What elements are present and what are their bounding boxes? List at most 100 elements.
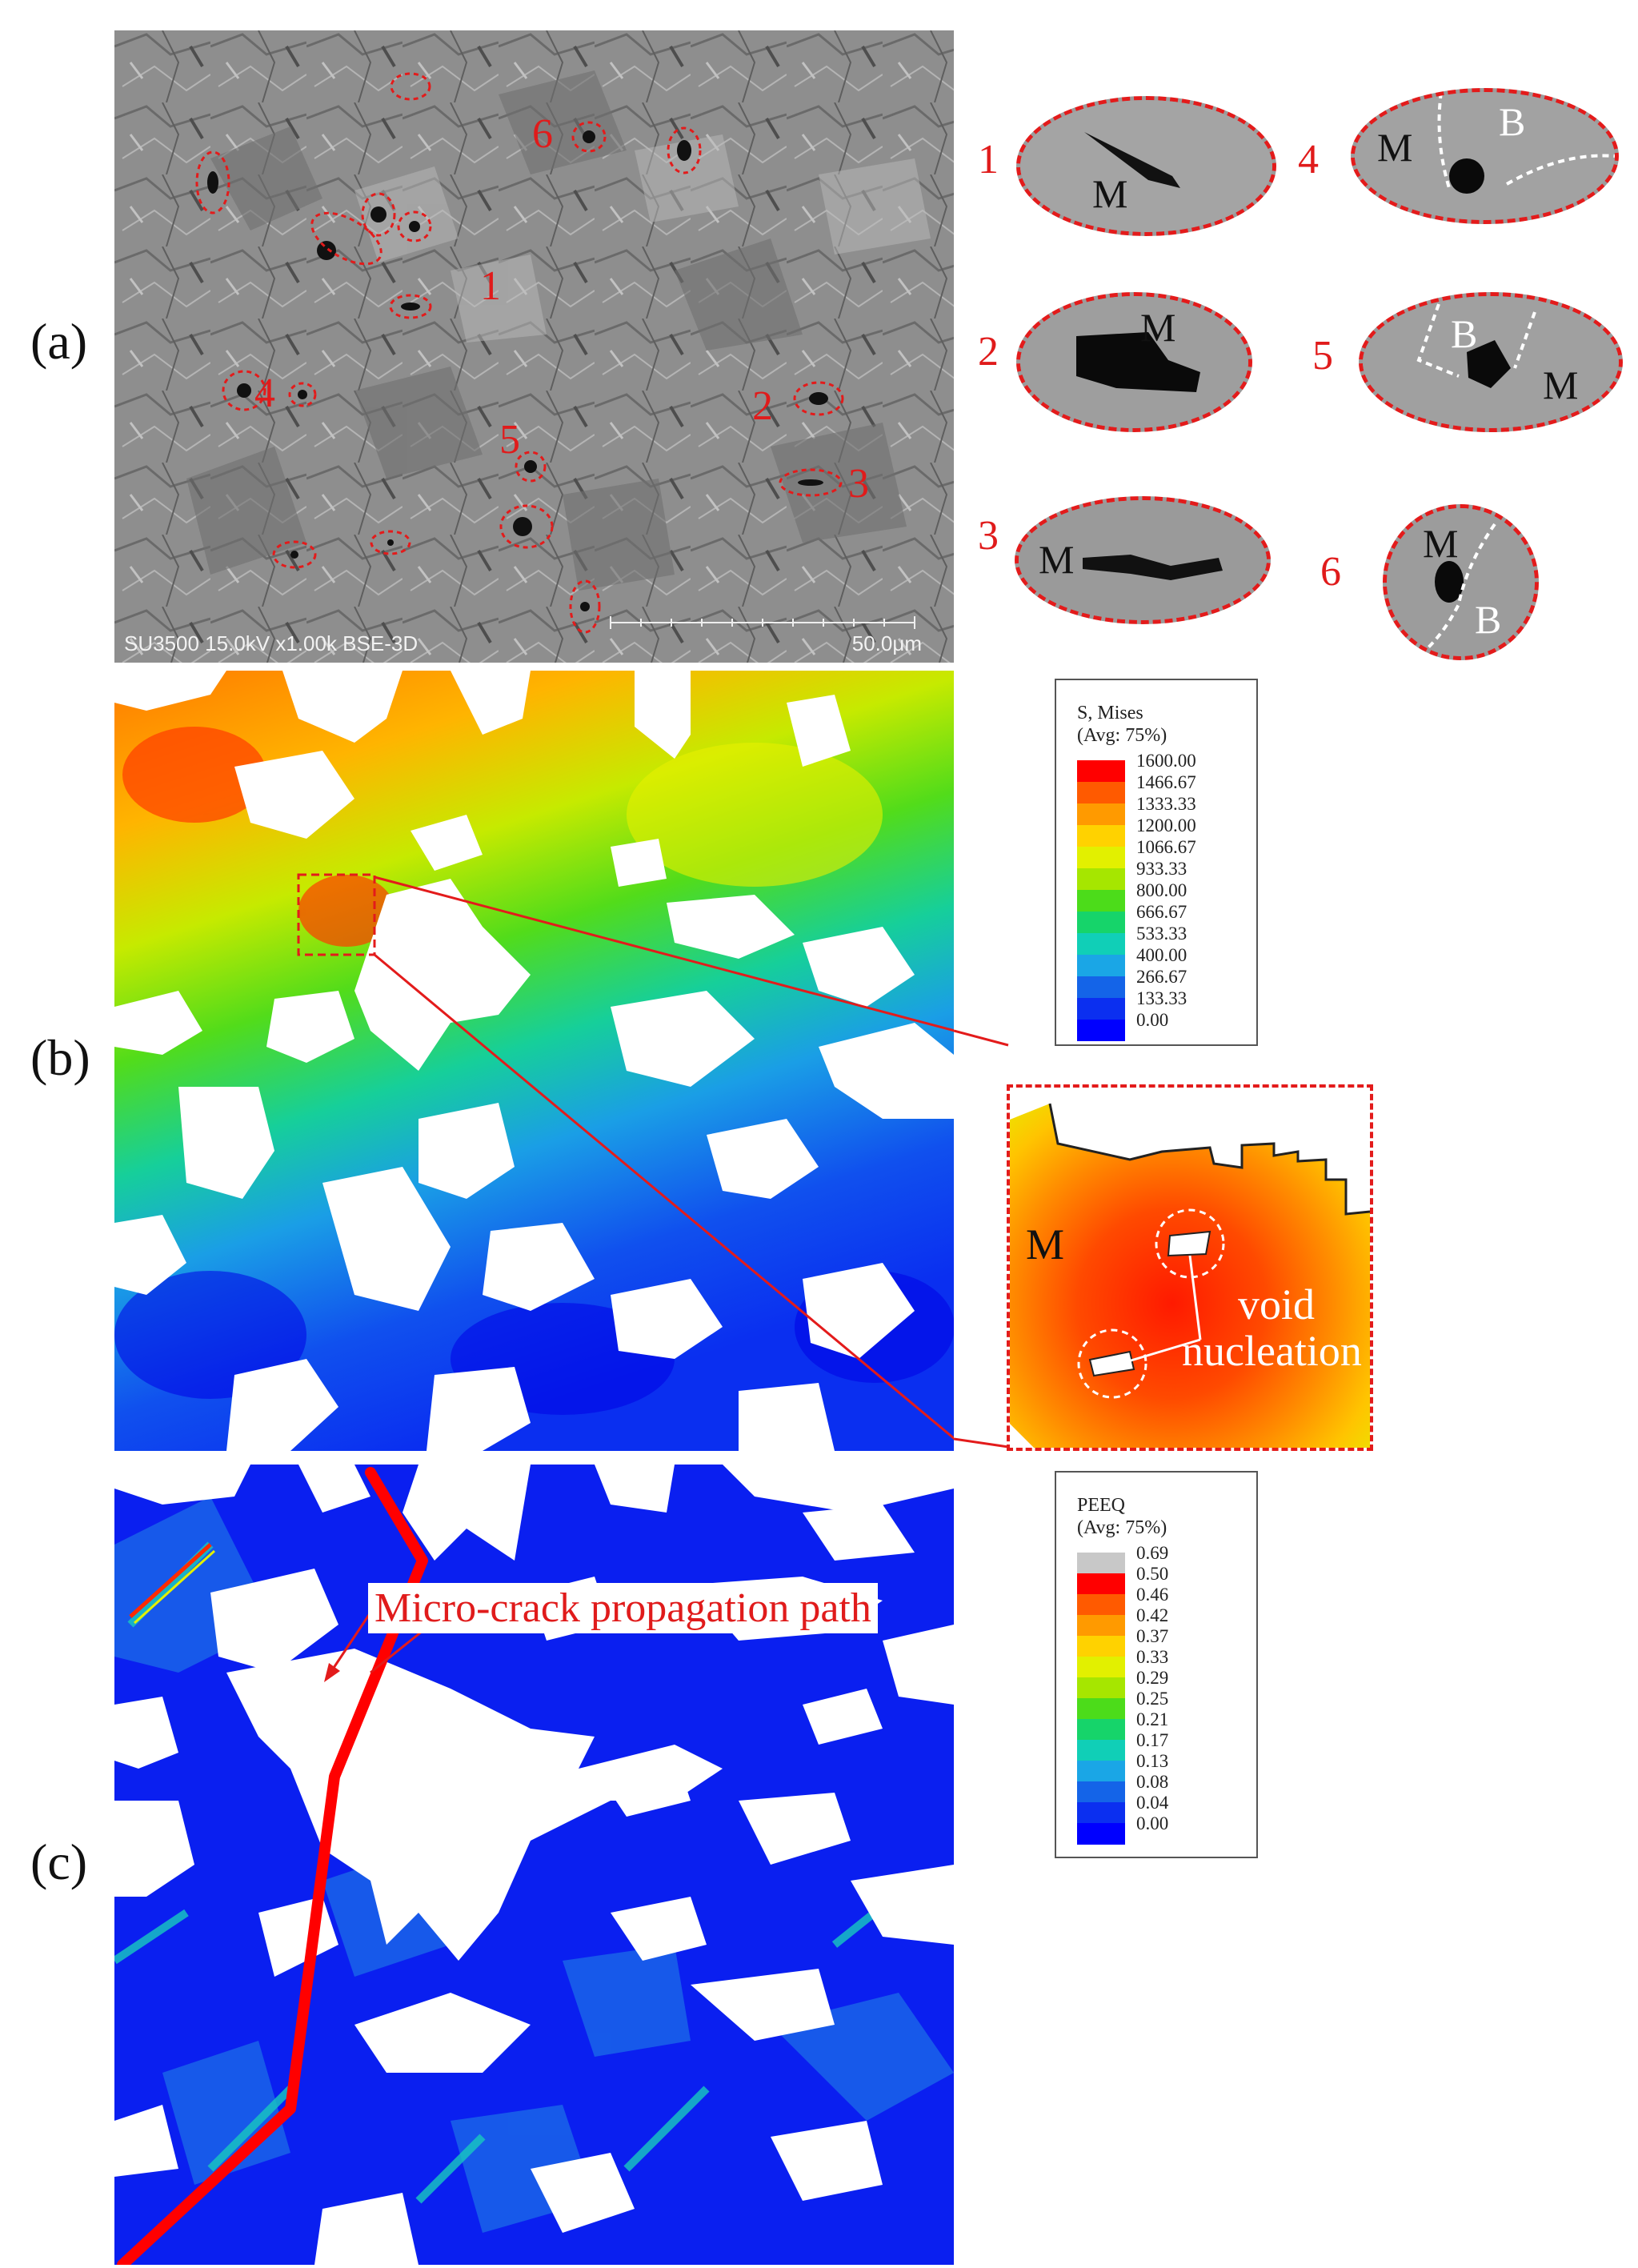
zoom-5-label-m: M xyxy=(1543,363,1579,407)
mises-legend-swatch xyxy=(1077,803,1125,825)
zoom-inset-4: M B xyxy=(1351,88,1619,224)
peeq-legend: PEEQ (Avg: 75%) 0.69 0.50 0.46 0.42 0.37 0.33… xyxy=(1055,1471,1258,1858)
sem-site-number-3: 3 xyxy=(848,461,869,507)
callout-nucleation-label: nucleation xyxy=(1182,1327,1362,1375)
sem-site-number-5: 5 xyxy=(499,417,520,463)
peeq-legend-swatch xyxy=(1077,1761,1125,1782)
callout-connector xyxy=(954,1029,1009,1449)
mises-legend: S, Mises (Avg: 75%) 1600.00 1466.67 1333.3… xyxy=(1055,679,1258,1046)
peeq-legend-value: 0.04 xyxy=(1136,1793,1169,1813)
mises-contour-graphic xyxy=(114,671,954,1451)
sem-site-number-6: 6 xyxy=(532,111,553,157)
callout-phase-label: M xyxy=(1026,1220,1065,1268)
void-nucleation-callout: M void nucleation xyxy=(1007,1084,1373,1451)
sem-scale-bar-label: 50.0μm xyxy=(851,631,922,655)
zoom-3-label-m: M xyxy=(1039,537,1075,582)
panel-label-a: (a) xyxy=(30,313,88,370)
peeq-legend-swatch xyxy=(1077,1698,1125,1720)
peeq-legend-value: 0.21 xyxy=(1136,1709,1169,1729)
mises-legend-swatch xyxy=(1077,998,1125,1020)
mises-legend-swatch xyxy=(1077,933,1125,955)
sem-site-number-1: 1 xyxy=(480,263,501,309)
peeq-legend-swatch xyxy=(1077,1823,1125,1845)
zoom-inset-6: M B xyxy=(1383,504,1539,660)
panel-label-b: (b) xyxy=(30,1029,90,1086)
peeq-legend-swatch xyxy=(1077,1657,1125,1678)
zoom-inset-2: M xyxy=(1016,292,1252,432)
peeq-legend-subtitle: (Avg: 75%) xyxy=(1077,1517,1167,1538)
peeq-legend-swatch xyxy=(1077,1573,1125,1595)
mises-legend-swatch xyxy=(1077,847,1125,868)
zoom-inset-5: B M xyxy=(1359,292,1623,432)
peeq-legend-value: 0.46 xyxy=(1136,1585,1169,1605)
sem-texture xyxy=(114,30,954,663)
peeq-legend-swatch xyxy=(1077,1553,1125,1574)
peeq-legend-value: 0.33 xyxy=(1136,1647,1169,1667)
peeq-legend-swatch xyxy=(1077,1802,1125,1824)
mises-legend-value: 800.00 xyxy=(1136,880,1187,900)
mises-legend-title: S, Mises xyxy=(1077,703,1143,723)
mises-legend-value: 133.33 xyxy=(1136,988,1187,1008)
mises-legend-value: 0.00 xyxy=(1136,1010,1169,1030)
zoom-4-label-m: M xyxy=(1377,125,1413,170)
zoom-5-inclusion xyxy=(1363,296,1619,428)
peeq-legend-swatch xyxy=(1077,1636,1125,1657)
peeq-legend-swatch xyxy=(1077,1615,1125,1637)
mises-legend-value: 1333.33 xyxy=(1136,794,1196,814)
peeq-legend-swatch xyxy=(1077,1740,1125,1761)
peeq-legend-value: 0.25 xyxy=(1136,1689,1169,1709)
peeq-legend-swatch xyxy=(1077,1719,1125,1741)
mises-legend-value: 533.33 xyxy=(1136,924,1187,944)
zoom-4-label-b: B xyxy=(1499,99,1526,144)
panel-label-c: (c) xyxy=(30,1833,88,1890)
sem-site-number-4: 4 xyxy=(254,371,275,416)
zoom-3-inclusion xyxy=(1019,500,1267,620)
mises-legend-value: 266.67 xyxy=(1136,967,1187,987)
zoom-number-5: 5 xyxy=(1312,333,1333,379)
zoom-number-2: 2 xyxy=(978,329,999,375)
zoom-number-6: 6 xyxy=(1320,549,1341,595)
peeq-legend-value: 0.08 xyxy=(1136,1772,1169,1792)
zoom-2-inclusion xyxy=(1020,296,1248,428)
sem-micrograph: SU3500 15.0kV x1.00k BSE-3D 50.0μm xyxy=(114,30,954,663)
zoom-6-label-b: B xyxy=(1475,597,1502,642)
mises-legend-swatch xyxy=(1077,955,1125,976)
mises-legend-swatch xyxy=(1077,890,1125,912)
mises-legend-swatch xyxy=(1077,825,1125,847)
peeq-legend-swatch xyxy=(1077,1594,1125,1616)
zoom-number-3: 3 xyxy=(978,513,999,559)
peeq-legend-title: PEEQ xyxy=(1077,1495,1125,1516)
sem-site-number-2: 2 xyxy=(752,383,773,429)
mises-legend-value: 1600.00 xyxy=(1136,751,1196,771)
callout-contour-graphic xyxy=(1010,1088,1370,1448)
mises-legend-swatch xyxy=(1077,912,1125,933)
peeq-legend-value: 0.37 xyxy=(1136,1626,1169,1646)
mises-legend-value: 1466.67 xyxy=(1136,772,1196,792)
zoom-number-4: 4 xyxy=(1298,137,1319,182)
peeq-legend-value: 0.50 xyxy=(1136,1564,1169,1584)
zoom-number-1: 1 xyxy=(978,137,999,182)
zoom-6-inclusion xyxy=(1387,508,1535,656)
peeq-legend-value: 0.29 xyxy=(1136,1668,1169,1688)
zoom-1-label-m: M xyxy=(1092,171,1128,216)
peeq-legend-value: 0.13 xyxy=(1136,1751,1169,1771)
sem-footer-info: SU3500 15.0kV x1.00k BSE-3D xyxy=(124,631,419,655)
mises-legend-swatch xyxy=(1077,976,1125,998)
callout-void-label: void xyxy=(1238,1280,1316,1328)
peeq-legend-value: 0.42 xyxy=(1136,1605,1169,1625)
mises-legend-swatch xyxy=(1077,868,1125,890)
peeq-legend-swatch xyxy=(1077,1677,1125,1699)
zoom-inset-1: M xyxy=(1016,96,1276,236)
zoom-6-label-m: M xyxy=(1423,521,1459,566)
mises-contour-map xyxy=(114,671,954,1451)
zoom-inset-3: M xyxy=(1015,496,1271,624)
zoom-5-label-b: B xyxy=(1451,311,1478,356)
zoom-1-inclusion xyxy=(1020,100,1272,232)
crack-path-label: Micro-crack propagation path xyxy=(368,1583,878,1633)
zoom-4-inclusion xyxy=(1355,92,1615,220)
mises-legend-value: 933.33 xyxy=(1136,859,1187,879)
peeq-legend-value: 0.00 xyxy=(1136,1813,1169,1833)
peeq-legend-swatch xyxy=(1077,1781,1125,1803)
mises-legend-value: 1066.67 xyxy=(1136,837,1196,857)
mises-legend-subtitle: (Avg: 75%) xyxy=(1077,725,1167,746)
